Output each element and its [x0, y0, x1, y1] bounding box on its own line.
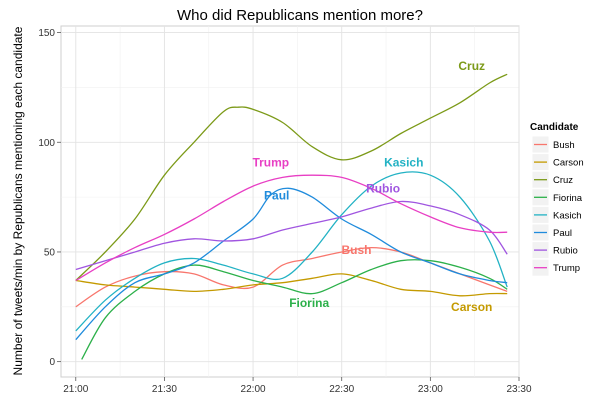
- x-tick-label: 21:00: [63, 384, 88, 395]
- series-line-carson: [75, 273, 508, 297]
- annotation-rubio: Rubio: [366, 182, 400, 196]
- x-tick-label: 23:30: [506, 384, 531, 395]
- y-tick-label: 150: [38, 28, 55, 39]
- y-tick-label: 0: [49, 357, 55, 368]
- legend: Candidate Bush Carson Cruz Fiorina Kasich Pau…: [530, 122, 584, 277]
- annotation-paul: Paul: [264, 188, 289, 202]
- y-axis-label: Number of tweets/min by Republicans ment…: [11, 26, 25, 375]
- legend-label-cruz: Cruz: [553, 175, 573, 186]
- y-axis-ticks: 0 50 100 150: [38, 28, 61, 368]
- plot-panel: [60, 25, 520, 378]
- x-axis-ticks: 21:00 21:30 22:00 22:30 23:00 23:30: [63, 377, 532, 395]
- legend-label-trump: Trump: [553, 263, 580, 274]
- major-gridlines: [61, 26, 520, 377]
- legend-title: Candidate: [530, 122, 579, 133]
- series-line-trump: [75, 174, 508, 282]
- chart-title: Who did Republicans mention more?: [177, 7, 423, 24]
- minor-gridlines: [61, 26, 519, 377]
- series-line-fiorina: [81, 259, 508, 360]
- series-line-kasich: [75, 171, 508, 332]
- annotation-fiorina: Fiorina: [289, 296, 329, 310]
- x-tick-label: 21:30: [152, 384, 177, 395]
- y-tick-label: 100: [38, 138, 55, 149]
- annotation-trump: Trump: [252, 155, 289, 169]
- series-line-cruz: [75, 73, 508, 281]
- series-line-rubio: [75, 200, 508, 271]
- annotation-cruz: Cruz: [458, 59, 485, 73]
- y-tick-label: 50: [44, 247, 56, 258]
- series-lines: [75, 73, 508, 360]
- x-tick-label: 22:00: [241, 384, 266, 395]
- legend-label-bush: Bush: [553, 140, 575, 151]
- legend-label-carson: Carson: [553, 158, 584, 169]
- annotation-bush: Bush: [341, 243, 371, 257]
- annotation-kasich: Kasich: [384, 155, 423, 169]
- series-line-paul: [75, 187, 508, 341]
- legend-label-paul: Paul: [553, 228, 572, 239]
- series-annotations: Cruz Trump Kasich Paul Rubio Bush Fiorina Carso…: [252, 59, 492, 314]
- legend-label-fiorina: Fiorina: [553, 193, 583, 204]
- x-tick-label: 23:00: [418, 384, 443, 395]
- annotation-carson: Carson: [451, 300, 492, 314]
- legend-label-rubio: Rubio: [553, 246, 578, 257]
- x-tick-label: 22:30: [329, 384, 354, 395]
- legend-label-kasich: Kasich: [553, 210, 582, 221]
